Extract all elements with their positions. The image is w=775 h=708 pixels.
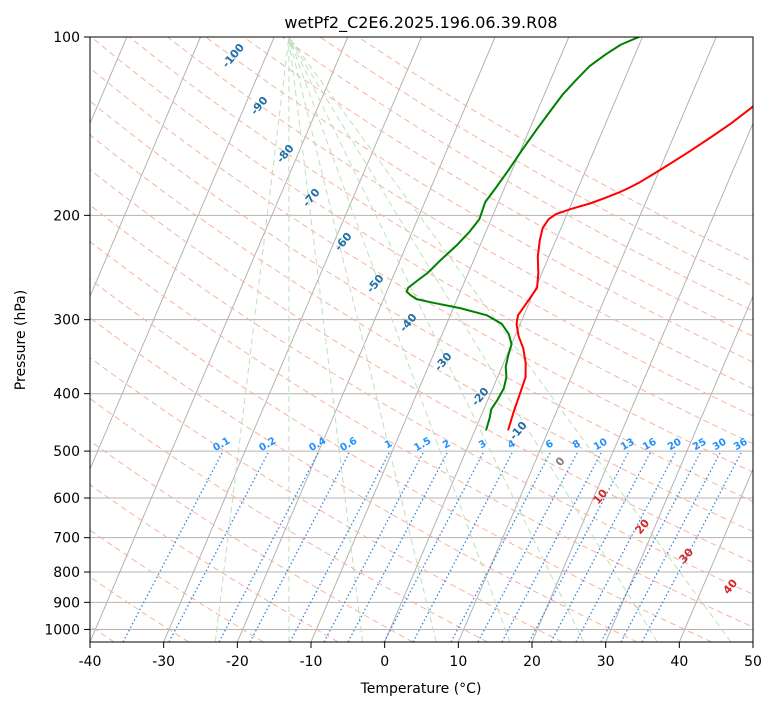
temperature-profile-line (507, 105, 753, 431)
isotherm-line (605, 295, 753, 642)
mixing-ratio-label: 8 (571, 438, 583, 451)
y-tick-label: 700 (53, 531, 80, 547)
x-tick-label: 10 (449, 654, 467, 670)
x-tick-label: -20 (226, 654, 249, 670)
dry-adiabat-line (90, 37, 753, 445)
dry-adiabat-line (90, 100, 753, 503)
x-tick-label: -30 (152, 654, 175, 670)
moist-adiabat-line (288, 37, 437, 642)
x-tick-label: -40 (79, 654, 102, 670)
dry-adiabat-line (90, 484, 339, 642)
moist-adiabat-line (288, 37, 658, 642)
y-tick-label: 500 (53, 444, 80, 460)
moist-adiabat-line (288, 37, 364, 642)
mixing-ratio-label: 4 (506, 438, 518, 451)
dewpoint-profile-line (405, 37, 640, 431)
dry-adiabat-line (90, 134, 753, 533)
isotherm-line (90, 37, 275, 471)
dry-adiabat-line (90, 529, 264, 642)
dry-adiabat-line (281, 37, 753, 312)
y-tick-label: 900 (53, 595, 80, 611)
dry-adiabat-line (90, 397, 488, 642)
dry-adiabat-line (90, 241, 753, 628)
isotherm-line (678, 467, 753, 642)
dry-adiabat-line (90, 168, 753, 564)
x-tick-label: 50 (744, 654, 762, 670)
mixing-ratio-label: 6 (544, 438, 556, 451)
isotherm-line (457, 37, 717, 642)
x-tick-label: 20 (523, 654, 541, 670)
plot-area (90, 37, 753, 642)
mixing-ratio-label: 3 (477, 438, 489, 451)
x-tick-label: -10 (300, 654, 323, 670)
dry-adiabat-line (129, 37, 753, 417)
dry-adiabat-line (90, 356, 563, 642)
isotherm-line (90, 37, 349, 642)
y-axis-label: Pressure (hPa) (13, 290, 29, 390)
dry-adiabat-line (90, 440, 414, 642)
x-tick-label: 30 (597, 654, 615, 670)
moist-adiabat-line (288, 37, 585, 642)
x-axis-label: Temperature (°C) (360, 681, 482, 697)
x-tick-label: 40 (670, 654, 688, 670)
isotherm-line (531, 122, 753, 642)
y-tick-label: 800 (53, 565, 80, 581)
moist-adiabat-line (288, 37, 511, 642)
moist-adiabat-line (214, 37, 290, 642)
chart-title: wetPf2_C2E6.2025.196.06.39.R08 (284, 13, 557, 33)
y-tick-label: 400 (53, 387, 80, 403)
mixing-ratio-label: 2 (441, 438, 453, 451)
mixing-ratio-label: 1 (383, 438, 395, 451)
dry-adiabat-line (90, 317, 638, 642)
dry-adiabat-line (90, 204, 753, 595)
isotherm-line (236, 37, 496, 642)
y-tick-label: 100 (53, 30, 80, 46)
y-tick-label: 1000 (44, 622, 80, 638)
plot-frame (89, 36, 754, 643)
y-tick-label: 200 (53, 208, 80, 224)
dry-adiabat-line (90, 278, 712, 642)
moist-adiabat-line (288, 37, 732, 642)
isotherm-line (163, 37, 422, 642)
x-tick-label: 0 (380, 654, 389, 670)
isotherm-line (90, 37, 201, 298)
isotherm-line (384, 37, 643, 642)
y-tick-label: 600 (53, 491, 80, 507)
dry-adiabat-line (243, 37, 753, 337)
y-tick-label: 300 (53, 313, 80, 329)
plot-layer (90, 37, 753, 642)
